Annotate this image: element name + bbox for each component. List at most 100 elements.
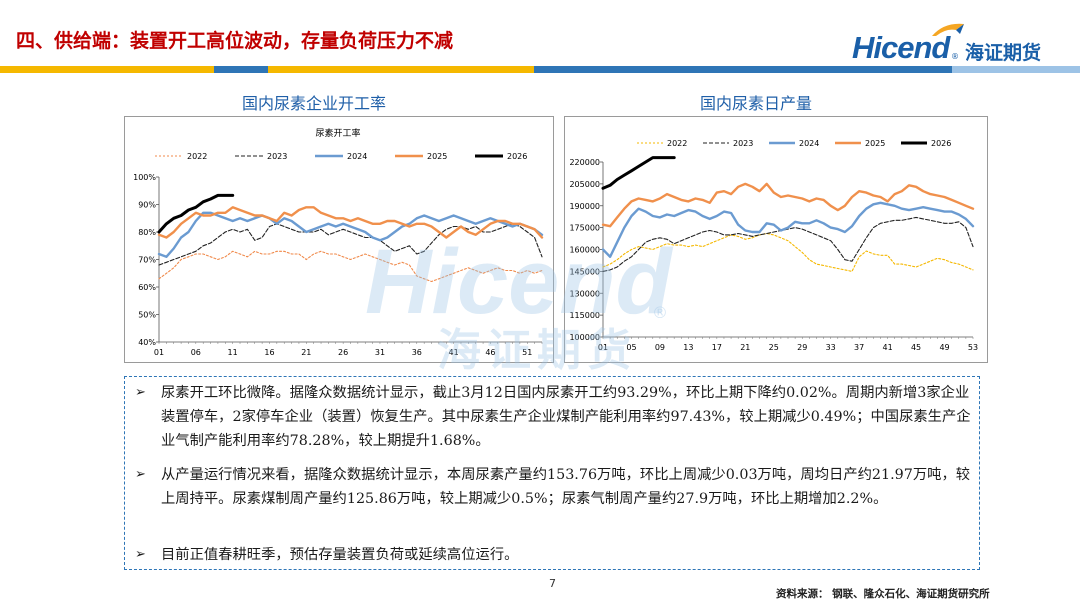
- y-tick-label: 115000: [569, 311, 600, 320]
- x-tick-label: 33: [826, 343, 836, 352]
- bullet-arrow-icon: ➢: [135, 547, 146, 562]
- x-tick-label: 51: [522, 348, 532, 357]
- series-line-2024: [157, 211, 544, 259]
- logo-brand-text: Hicend: [852, 30, 950, 65]
- legend-item: 2022: [637, 139, 687, 148]
- left-chart-heading: 国内尿素企业开工率: [242, 94, 387, 113]
- chart-title: 尿素开工率: [315, 127, 360, 139]
- page-number: 7: [549, 577, 556, 590]
- bullet-arrow-icon: ➢: [135, 467, 146, 482]
- y-tick-label: 220000: [569, 158, 600, 167]
- band-segment: [952, 66, 1080, 73]
- commentary-box: ➢ 尿素开工环比微降。据隆众数据统计显示，截止3月12日国内尿素开工约93.29…: [124, 376, 980, 570]
- y-tick-label: 160000: [569, 246, 600, 255]
- daily-output-chart: 2022 2023 2024 2025 2026 220000 205000 190000 17…: [569, 139, 978, 352]
- source-note: 资料来源： 钢联、隆众石化、海证期货研究所: [776, 588, 990, 600]
- band-segment: [0, 66, 214, 73]
- x-tick-label: 31: [375, 348, 385, 357]
- x-tick-label: 45: [911, 343, 921, 352]
- x-tick-label: 01: [154, 348, 164, 357]
- x-tick-label: 09: [655, 343, 665, 352]
- logo-registered-mark: ®: [951, 52, 959, 61]
- x-tick-label: 37: [854, 343, 864, 352]
- x-tick-label: 41: [449, 348, 459, 357]
- x-tick-label: 21: [301, 348, 311, 357]
- x-tick-label: 41: [883, 343, 893, 352]
- legend-item: 2024: [315, 152, 367, 161]
- x-tick-label: 11: [228, 348, 238, 357]
- series-line-2024: [601, 201, 975, 259]
- legend-label: 2023: [733, 139, 753, 148]
- series-line-2025: [601, 182, 975, 228]
- y-tick-label: 100000: [569, 333, 600, 342]
- y-tick-label: 130000: [569, 289, 600, 298]
- x-tick-label: 01: [598, 343, 608, 352]
- logo-chinese-name: 海证期货: [965, 42, 1042, 64]
- y-tick-label: 50%: [138, 311, 156, 320]
- x-tick-label: 13: [683, 343, 693, 352]
- x-tick-label: 16: [264, 348, 274, 357]
- legend-label: 2022: [667, 139, 687, 148]
- y-tick-label: 70%: [138, 256, 156, 265]
- band-segment: [214, 66, 268, 73]
- bullet-text: 目前正值春耕旺季，预估存量装置负荷或延续高位运行。: [161, 547, 519, 563]
- series-line-2023: [602, 216, 974, 272]
- y-tick-label: 60%: [138, 283, 156, 292]
- x-tick-label: 26: [338, 348, 348, 357]
- x-tick-label: 29: [797, 343, 807, 352]
- y-tick-label: 40%: [138, 338, 156, 347]
- band-segment: [268, 66, 534, 73]
- x-tick-label: 21: [740, 343, 750, 352]
- legend-label: 2023: [267, 152, 287, 161]
- y-tick-label: 175000: [569, 224, 600, 233]
- band-segment: [534, 66, 952, 73]
- legend-label: 2026: [507, 152, 527, 161]
- legend-item: 2026: [901, 139, 951, 148]
- legend-item: 2023: [703, 139, 753, 148]
- hicend-logo: Hicend ® 海证期货: [852, 18, 1062, 68]
- y-tick-label: 205000: [569, 180, 600, 189]
- legend-label: 2024: [799, 139, 819, 148]
- series-line-2025: [157, 206, 544, 239]
- series-line-2022: [602, 232, 974, 272]
- x-tick-label: 46: [485, 348, 495, 357]
- legend-label: 2022: [187, 152, 207, 161]
- series-line-2026: [157, 193, 235, 234]
- y-tick-label: 190000: [569, 202, 600, 211]
- legend-item: 2026: [475, 152, 527, 161]
- bullet-text: 尿素开工环比微降。据隆众数据统计显示，截止3月12日国内尿素开工约93.29%，…: [161, 385, 971, 449]
- legend-item: 2025: [835, 139, 885, 148]
- legend-item: 2023: [235, 152, 287, 161]
- bullet-outlook: ➢ 目前正值春耕旺季，预估存量装置负荷或延续高位运行。: [135, 543, 981, 567]
- series-line-2022: [158, 250, 543, 283]
- legend-label: 2026: [931, 139, 951, 148]
- left-chart-frame: 尿素开工率 2022 2023 2024 2025 2026 100% 90% 80% 70% 60…: [124, 116, 554, 363]
- slide-title: 四、供给端：装置开工高位波动，存量负荷压力不减: [16, 30, 454, 52]
- y-tick-label: 80%: [138, 228, 156, 237]
- x-tick-label: 05: [626, 343, 636, 352]
- y-tick-label: 100%: [133, 173, 156, 182]
- x-tick-label: 25: [769, 343, 779, 352]
- legend-label: 2025: [427, 152, 447, 161]
- x-tick-label: 53: [968, 343, 978, 352]
- operating-rate-chart: 尿素开工率 2022 2023 2024 2025 2026 100% 90% 80% 70% 60…: [133, 127, 544, 357]
- header-color-band: [0, 66, 1080, 73]
- x-tick-label: 49: [939, 343, 949, 352]
- legend-label: 2025: [865, 139, 885, 148]
- legend-label: 2024: [347, 152, 367, 161]
- bullet-output: ➢ 从产量运行情况来看，据隆众数据统计显示，本周尿素产量约153.76万吨，环比…: [135, 463, 981, 511]
- logo-swoosh-icon: [932, 23, 964, 36]
- x-tick-label: 36: [412, 348, 422, 357]
- bullet-text: 从产量运行情况来看，据隆众数据统计显示，本周尿素产量约153.76万吨，环比上周…: [161, 467, 971, 507]
- bullet-operating-rate: ➢ 尿素开工环比微降。据隆众数据统计显示，截止3月12日国内尿素开工约93.29…: [135, 381, 981, 453]
- y-tick-label: 90%: [138, 201, 156, 210]
- series-line-2023: [158, 223, 543, 266]
- right-chart-frame: 2022 2023 2024 2025 2026 220000 205000 190000 17…: [564, 116, 988, 363]
- right-chart-heading: 国内尿素日产量: [700, 94, 813, 113]
- series-line-2026: [601, 156, 676, 190]
- legend-item: 2025: [395, 152, 447, 161]
- legend-item: 2022: [155, 152, 207, 161]
- x-tick-label: 06: [191, 348, 201, 357]
- bullet-arrow-icon: ➢: [135, 385, 146, 400]
- x-tick-label: 17: [712, 343, 722, 352]
